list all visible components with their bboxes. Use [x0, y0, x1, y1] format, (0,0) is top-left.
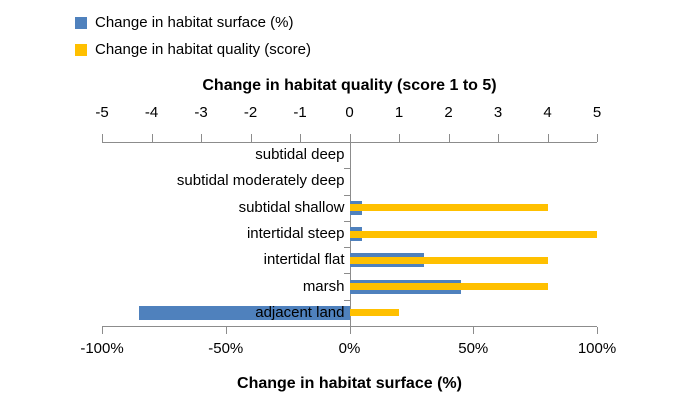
legend-label-quality: Change in habitat quality (score) [95, 41, 311, 58]
top-axis-tick [151, 134, 153, 142]
top-axis-tick [300, 134, 301, 142]
bottom-axis-tick [102, 327, 103, 334]
bottom-axis-tick [597, 327, 598, 334]
top-axis-tick [349, 134, 351, 142]
legend-item-surface: Change in habitat surface (%) [75, 15, 293, 31]
top-axis-tick [250, 134, 252, 142]
category-label: adjacent land [255, 303, 345, 321]
category-axis-tick [343, 168, 350, 170]
top-axis-tick [399, 134, 400, 142]
quality-bar [349, 256, 548, 264]
category-axis-tick [343, 273, 350, 275]
category-label: subtidal shallow [238, 198, 345, 216]
bottom-axis-tick-label: -50% [208, 340, 244, 357]
top-axis-tick-label: -4 [144, 104, 159, 121]
top-axis-tick [102, 134, 103, 142]
top-axis-tick-label: 1 [394, 104, 404, 121]
top-axis-tick [498, 134, 499, 142]
bottom-axis-tick [225, 327, 227, 334]
category-axis-tick [343, 247, 350, 249]
category-label: intertidal steep [246, 225, 345, 242]
quality-bar [349, 204, 548, 212]
top-axis-tick-label: 3 [493, 104, 503, 121]
bottom-axis-title: Change in habitat surface (%) [237, 375, 462, 392]
bottom-axis-tick-label: 0% [338, 340, 361, 357]
category-label: subtidal moderately deep [176, 172, 345, 190]
category-label: marsh [302, 277, 345, 295]
top-axis-tick [597, 134, 598, 142]
yellow-square-icon [75, 44, 87, 56]
category-axis-tick [343, 299, 350, 301]
top-axis-tick-label: 5 [592, 104, 602, 121]
top-axis-tick [201, 134, 202, 142]
top-axis-title: Change in habitat quality (score 1 to 5) [202, 77, 497, 94]
category-label: subtidal deep [255, 146, 345, 164]
top-axis-tick-label: -5 [95, 104, 109, 121]
category-axis-tick [343, 220, 350, 222]
top-axis-tick [547, 134, 549, 142]
quality-bar [349, 230, 597, 238]
top-axis-tick-label: -2 [243, 104, 258, 121]
top-axis-tick-label: 2 [444, 104, 453, 121]
legend-label-surface: Change in habitat surface (%) [95, 14, 294, 31]
bottom-axis-tick [349, 327, 351, 334]
blue-square-icon [75, 17, 87, 29]
top-axis-tick-label: -3 [194, 104, 208, 121]
top-axis-tick [448, 134, 450, 142]
bottom-axis-tick [473, 327, 475, 334]
top-axis-tick-label: 0 [345, 104, 354, 121]
category-label: intertidal flat [263, 251, 345, 269]
top-axis-tick-label: 4 [543, 104, 552, 121]
category-axis-tick [343, 326, 350, 327]
surface-bar [139, 305, 350, 320]
bottom-axis-tick-label: 100% [577, 340, 617, 357]
category-axis-tick [343, 194, 350, 196]
quality-bar [349, 309, 399, 317]
bottom-axis-line [102, 326, 597, 327]
bottom-axis-tick-label: 50% [458, 340, 489, 357]
bottom-axis-tick-label: -100% [80, 340, 124, 357]
category-axis-tick [343, 142, 350, 143]
quality-bar [349, 283, 548, 291]
top-axis-tick-label: -1 [293, 104, 307, 121]
legend-item-quality: Change in habitat quality (score) [75, 42, 311, 58]
